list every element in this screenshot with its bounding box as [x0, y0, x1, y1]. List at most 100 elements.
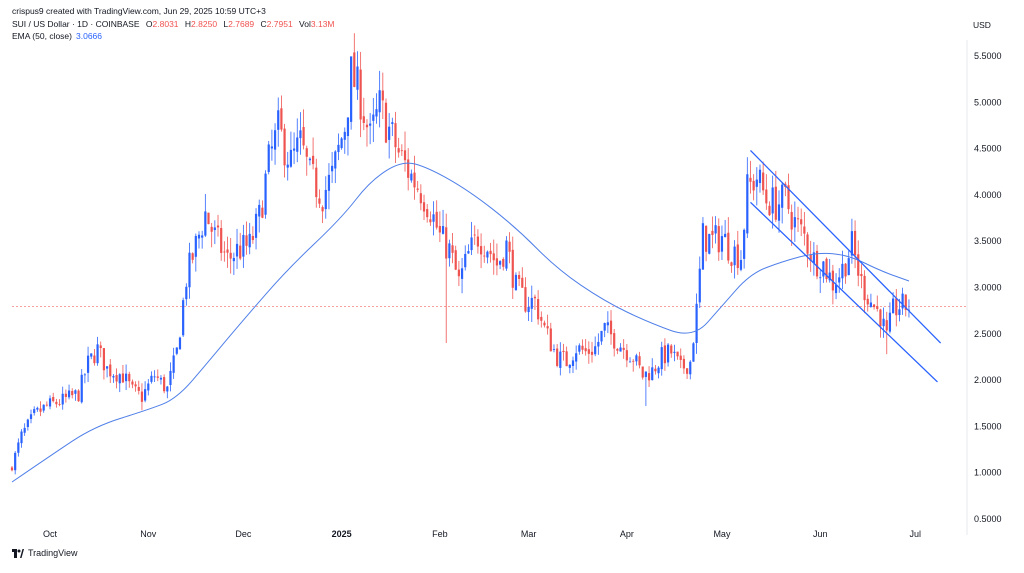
candle-up [892, 298, 895, 314]
candle-up [296, 137, 299, 152]
candle-down [261, 207, 264, 218]
candle-down [562, 350, 565, 353]
candle-up [530, 297, 533, 309]
candle-up [277, 110, 280, 130]
tradingview-logo[interactable]: TradingView [12, 548, 78, 558]
candle-up [197, 234, 201, 239]
channel-lower-line[interactable] [750, 201, 938, 383]
candle-up [597, 341, 600, 347]
candle-up [61, 393, 64, 405]
candle-down [565, 351, 568, 367]
candle-down [762, 172, 765, 191]
candle-down [616, 348, 619, 351]
candle-down [796, 218, 800, 220]
candle-up [527, 306, 530, 313]
candle-up [777, 204, 781, 221]
candle-up [692, 343, 695, 362]
candle-down [676, 351, 679, 357]
candle-down [223, 251, 226, 253]
candle-down [77, 390, 80, 402]
candle-up [14, 452, 17, 471]
candle-down [473, 234, 476, 236]
candle-up [26, 419, 29, 428]
candle-up [838, 277, 841, 283]
candle-down [590, 351, 594, 355]
candle-up [812, 252, 815, 264]
candle-up [36, 407, 39, 410]
candle-up [822, 261, 825, 277]
channel-upper-line[interactable] [750, 149, 942, 344]
candle-down [518, 275, 521, 279]
x-axis[interactable]: Oct Nov Dec 2025 Feb Mar Apr May Jun Jul [43, 529, 921, 539]
candle-down [752, 180, 755, 191]
candle-down [429, 219, 432, 223]
candle-down [857, 254, 860, 276]
candle-down [321, 207, 324, 212]
candle-down [251, 235, 254, 241]
candle-up [758, 169, 762, 184]
low-value: 2.7689 [228, 19, 255, 29]
candle-up [470, 237, 473, 251]
candle-up [657, 367, 660, 374]
candle-down [904, 294, 907, 310]
candle-up [153, 376, 156, 378]
candle-up [828, 272, 831, 281]
candle-down [422, 202, 426, 212]
candle-down [727, 232, 730, 261]
ema-legend[interactable]: EMA (50, close) 3.0666 [12, 31, 102, 42]
candle-down [55, 401, 58, 405]
candle-down [163, 377, 166, 392]
candle-up [166, 386, 169, 392]
candle-down [283, 128, 286, 166]
candle-down [679, 355, 682, 360]
candle-up [188, 252, 191, 288]
candle-down [806, 234, 809, 254]
candle-down [216, 225, 220, 228]
candle-down [280, 108, 283, 130]
y-axis[interactable]: 5.5000 5.0000 4.5000 4.0000 3.5000 3.0000 2.50… [974, 51, 1002, 524]
candle-down [508, 241, 511, 252]
candle-up [17, 442, 20, 453]
candle-down [663, 345, 667, 364]
tradingview-logo-text: TradingView [28, 548, 78, 558]
candle-up [331, 165, 334, 172]
candle-up [270, 146, 273, 149]
candle-down [825, 258, 828, 280]
candle-down [359, 69, 362, 120]
candle-down [365, 124, 369, 128]
candle-up [724, 233, 727, 238]
candle-down [809, 254, 812, 261]
candle-up [708, 233, 711, 254]
candle-down [540, 316, 543, 321]
candle-up [350, 56, 353, 122]
candle-up [48, 398, 52, 407]
candle-up [698, 268, 701, 303]
tradingview-logo-icon [12, 548, 24, 558]
low-key: L [223, 19, 229, 29]
candle-up [464, 253, 467, 268]
candle-up [594, 346, 597, 355]
candle-up [112, 376, 115, 378]
candle-down [853, 230, 857, 256]
x-tick-label: Feb [432, 529, 448, 539]
candle-down [749, 177, 752, 182]
candle-up [869, 302, 873, 307]
candle-down [407, 159, 410, 178]
candle-up [175, 347, 178, 354]
candle-down [587, 349, 590, 354]
candle-up [90, 353, 93, 357]
candle-down [71, 391, 74, 396]
candle-down [787, 185, 790, 210]
candle-down [102, 348, 106, 371]
candle-down [613, 333, 616, 349]
candle-up [337, 144, 340, 153]
candles [10, 33, 911, 475]
candle-down [381, 90, 384, 101]
candle-up [213, 227, 216, 231]
candle-down [609, 320, 613, 335]
candle-down [454, 250, 457, 270]
candle-down [311, 155, 315, 165]
candle-down [362, 116, 365, 123]
